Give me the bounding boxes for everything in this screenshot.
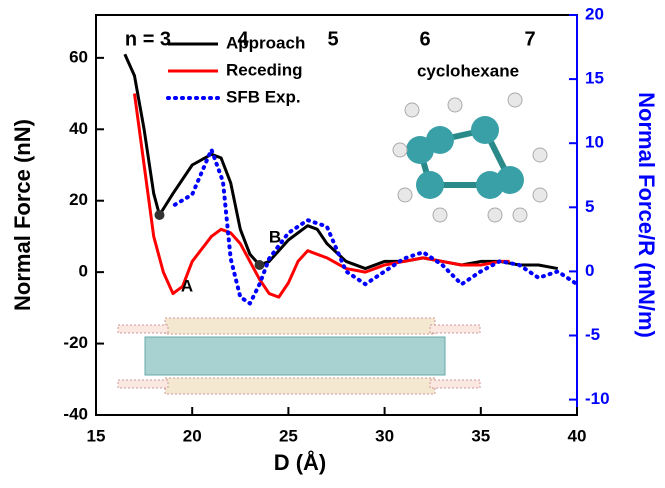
series-line <box>134 94 509 298</box>
annotation: cyclohexane <box>417 61 519 80</box>
annotation: n = 3 <box>125 28 171 50</box>
x-tick-label: 15 <box>87 426 106 445</box>
molecule-illustration <box>393 93 547 222</box>
y2-tick-label: 20 <box>585 4 604 23</box>
annotation: 6 <box>419 28 430 50</box>
legend-label: Receding <box>226 60 303 79</box>
x-axis-title: D (Å) <box>274 449 327 475</box>
y2-tick-label: 10 <box>585 133 604 152</box>
y-tick-label: -20 <box>63 333 88 352</box>
annotation: A <box>181 276 193 295</box>
y2-tick-label: 5 <box>585 197 594 216</box>
annotation: B <box>269 227 281 246</box>
chart: D (Å) Normal Force (nN) Normal Force/R (… <box>0 0 665 483</box>
series-line <box>125 54 558 268</box>
y2-tick-label: -5 <box>585 325 600 344</box>
y2-tick-label: 15 <box>585 69 604 88</box>
y-tick-label: -40 <box>63 404 88 423</box>
y2-axis-title: Normal Force/R (mN/m) <box>634 92 659 338</box>
x-tick-label: 40 <box>568 426 587 445</box>
y2-tick-label: 0 <box>585 261 594 280</box>
annotation: 5 <box>327 28 338 50</box>
y-tick-label: 20 <box>69 190 88 209</box>
point-marker <box>255 260 265 270</box>
x-tick-label: 30 <box>375 426 394 445</box>
y-tick-label: 60 <box>69 47 88 66</box>
x-tick-label: 20 <box>183 426 202 445</box>
x-tick-label: 25 <box>279 426 298 445</box>
annotation: 4 <box>237 28 249 50</box>
y2-tick-label: -10 <box>585 389 610 408</box>
annotation: 7 <box>524 28 535 50</box>
y-tick-label: 40 <box>69 119 88 138</box>
legend-label: SFB Exp. <box>226 87 301 106</box>
y-axis-title: Normal Force (nN) <box>10 119 35 311</box>
slab-illustration <box>118 318 480 394</box>
y-tick-label: 0 <box>79 262 88 281</box>
point-marker <box>154 210 164 220</box>
x-tick-label: 35 <box>471 426 490 445</box>
